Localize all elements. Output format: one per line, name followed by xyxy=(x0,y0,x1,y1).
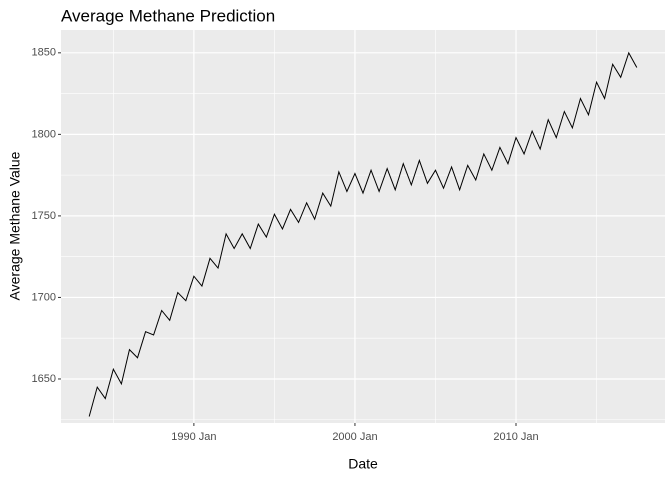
y-tick-label: 1750 xyxy=(32,210,56,222)
data-line xyxy=(88,51,638,417)
x-tick-label: 2000 Jan xyxy=(332,431,377,443)
x-tick-label: 1990 Jan xyxy=(171,431,216,443)
y-tick-label: 1650 xyxy=(32,373,56,385)
y-tick-label: 1700 xyxy=(32,291,56,303)
plot-background xyxy=(61,30,665,423)
x-tick-label: 2010 Jan xyxy=(493,431,538,443)
x-axis-label: Date xyxy=(348,456,378,472)
y-tick-label: 1850 xyxy=(32,47,56,59)
y-tick-label: 1800 xyxy=(32,128,56,140)
y-axis-label: Average Methane Value xyxy=(7,151,23,300)
chart-title: Average Methane Prediction xyxy=(61,6,275,25)
